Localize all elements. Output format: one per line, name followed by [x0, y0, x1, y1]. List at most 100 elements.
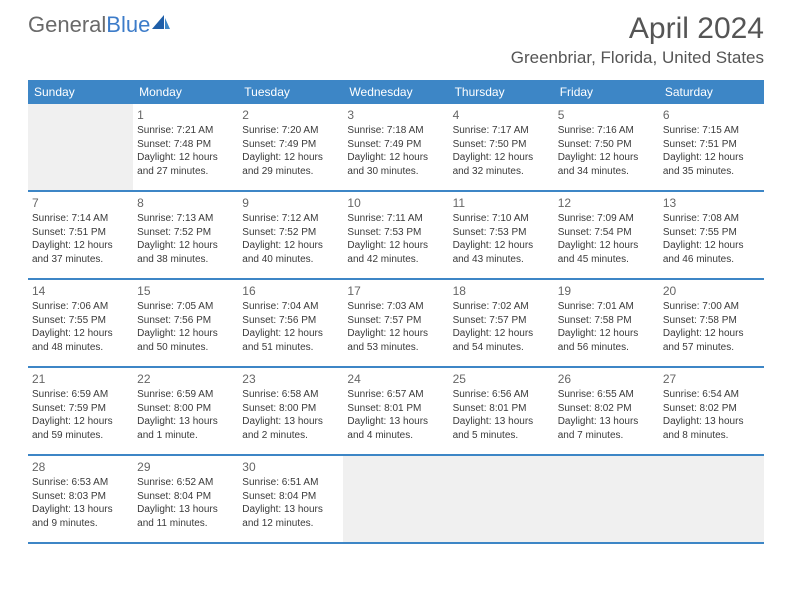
brand-general: General: [28, 12, 106, 38]
day-cell: 26Sunrise: 6:55 AMSunset: 8:02 PMDayligh…: [554, 368, 659, 454]
daylight-text: Daylight: 12 hours and 45 minutes.: [558, 239, 655, 266]
weekday-header: Monday: [133, 80, 238, 104]
sunset-text: Sunset: 8:00 PM: [242, 402, 339, 416]
day-number: 11: [453, 195, 550, 211]
sunset-text: Sunset: 7:58 PM: [663, 314, 760, 328]
day-cell: 2Sunrise: 7:20 AMSunset: 7:49 PMDaylight…: [238, 104, 343, 190]
month-title: April 2024: [511, 12, 764, 46]
sunrise-text: Sunrise: 7:14 AM: [32, 212, 129, 226]
daylight-text: Daylight: 12 hours and 54 minutes.: [453, 327, 550, 354]
location-label: Greenbriar, Florida, United States: [511, 48, 764, 68]
sunset-text: Sunset: 7:49 PM: [347, 138, 444, 152]
day-number: 16: [242, 283, 339, 299]
sunset-text: Sunset: 7:57 PM: [347, 314, 444, 328]
daylight-text: Daylight: 12 hours and 40 minutes.: [242, 239, 339, 266]
day-number: 2: [242, 107, 339, 123]
day-number: 4: [453, 107, 550, 123]
daylight-text: Daylight: 12 hours and 35 minutes.: [663, 151, 760, 178]
sunrise-text: Sunrise: 7:00 AM: [663, 300, 760, 314]
daylight-text: Daylight: 12 hours and 42 minutes.: [347, 239, 444, 266]
sunrise-text: Sunrise: 7:01 AM: [558, 300, 655, 314]
daylight-text: Daylight: 12 hours and 38 minutes.: [137, 239, 234, 266]
day-number: 6: [663, 107, 760, 123]
sunrise-text: Sunrise: 6:51 AM: [242, 476, 339, 490]
day-cell: 10Sunrise: 7:11 AMSunset: 7:53 PMDayligh…: [343, 192, 448, 278]
day-number: 8: [137, 195, 234, 211]
day-number: 22: [137, 371, 234, 387]
daylight-text: Daylight: 13 hours and 7 minutes.: [558, 415, 655, 442]
day-cell: 4Sunrise: 7:17 AMSunset: 7:50 PMDaylight…: [449, 104, 554, 190]
daylight-text: Daylight: 13 hours and 5 minutes.: [453, 415, 550, 442]
day-cell: 13Sunrise: 7:08 AMSunset: 7:55 PMDayligh…: [659, 192, 764, 278]
day-cell-empty: [659, 456, 764, 542]
sunrise-text: Sunrise: 6:59 AM: [32, 388, 129, 402]
sunset-text: Sunset: 7:50 PM: [453, 138, 550, 152]
calendar: SundayMondayTuesdayWednesdayThursdayFrid…: [28, 80, 764, 544]
sunset-text: Sunset: 7:50 PM: [558, 138, 655, 152]
daylight-text: Daylight: 12 hours and 46 minutes.: [663, 239, 760, 266]
day-cell: 3Sunrise: 7:18 AMSunset: 7:49 PMDaylight…: [343, 104, 448, 190]
sunrise-text: Sunrise: 7:16 AM: [558, 124, 655, 138]
sunrise-text: Sunrise: 6:53 AM: [32, 476, 129, 490]
sunset-text: Sunset: 7:49 PM: [242, 138, 339, 152]
day-number: 9: [242, 195, 339, 211]
daylight-text: Daylight: 12 hours and 32 minutes.: [453, 151, 550, 178]
sunset-text: Sunset: 7:55 PM: [663, 226, 760, 240]
week-row: 1Sunrise: 7:21 AMSunset: 7:48 PMDaylight…: [28, 104, 764, 192]
day-number: 28: [32, 459, 129, 475]
day-number: 18: [453, 283, 550, 299]
day-cell: 27Sunrise: 6:54 AMSunset: 8:02 PMDayligh…: [659, 368, 764, 454]
day-number: 26: [558, 371, 655, 387]
day-number: 24: [347, 371, 444, 387]
day-cell: 23Sunrise: 6:58 AMSunset: 8:00 PMDayligh…: [238, 368, 343, 454]
sunset-text: Sunset: 7:52 PM: [242, 226, 339, 240]
weekday-header: Tuesday: [238, 80, 343, 104]
day-cell: 6Sunrise: 7:15 AMSunset: 7:51 PMDaylight…: [659, 104, 764, 190]
sunrise-text: Sunrise: 6:56 AM: [453, 388, 550, 402]
sunrise-text: Sunrise: 7:11 AM: [347, 212, 444, 226]
sunset-text: Sunset: 7:56 PM: [242, 314, 339, 328]
day-cell: 8Sunrise: 7:13 AMSunset: 7:52 PMDaylight…: [133, 192, 238, 278]
day-cell-empty: [554, 456, 659, 542]
day-cell: 30Sunrise: 6:51 AMSunset: 8:04 PMDayligh…: [238, 456, 343, 542]
day-cell: 16Sunrise: 7:04 AMSunset: 7:56 PMDayligh…: [238, 280, 343, 366]
day-cell: 18Sunrise: 7:02 AMSunset: 7:57 PMDayligh…: [449, 280, 554, 366]
week-row: 14Sunrise: 7:06 AMSunset: 7:55 PMDayligh…: [28, 280, 764, 368]
sunset-text: Sunset: 7:55 PM: [32, 314, 129, 328]
day-number: 19: [558, 283, 655, 299]
daylight-text: Daylight: 12 hours and 59 minutes.: [32, 415, 129, 442]
day-cell: 20Sunrise: 7:00 AMSunset: 7:58 PMDayligh…: [659, 280, 764, 366]
daylight-text: Daylight: 12 hours and 37 minutes.: [32, 239, 129, 266]
daylight-text: Daylight: 12 hours and 48 minutes.: [32, 327, 129, 354]
daylight-text: Daylight: 13 hours and 2 minutes.: [242, 415, 339, 442]
sunrise-text: Sunrise: 7:04 AM: [242, 300, 339, 314]
sunset-text: Sunset: 7:53 PM: [453, 226, 550, 240]
brand-logo: GeneralBlue: [28, 12, 170, 38]
sunrise-text: Sunrise: 7:17 AM: [453, 124, 550, 138]
daylight-text: Daylight: 13 hours and 9 minutes.: [32, 503, 129, 530]
weekday-header: Saturday: [659, 80, 764, 104]
day-number: 20: [663, 283, 760, 299]
day-cell: 5Sunrise: 7:16 AMSunset: 7:50 PMDaylight…: [554, 104, 659, 190]
daylight-text: Daylight: 12 hours and 29 minutes.: [242, 151, 339, 178]
day-cell: 28Sunrise: 6:53 AMSunset: 8:03 PMDayligh…: [28, 456, 133, 542]
sunset-text: Sunset: 8:04 PM: [137, 490, 234, 504]
weekday-header: Sunday: [28, 80, 133, 104]
day-cell: 14Sunrise: 7:06 AMSunset: 7:55 PMDayligh…: [28, 280, 133, 366]
sunset-text: Sunset: 7:58 PM: [558, 314, 655, 328]
week-row: 21Sunrise: 6:59 AMSunset: 7:59 PMDayligh…: [28, 368, 764, 456]
day-number: 12: [558, 195, 655, 211]
sunset-text: Sunset: 8:02 PM: [558, 402, 655, 416]
day-number: 30: [242, 459, 339, 475]
sunrise-text: Sunrise: 6:52 AM: [137, 476, 234, 490]
sunrise-text: Sunrise: 7:03 AM: [347, 300, 444, 314]
sunrise-text: Sunrise: 7:20 AM: [242, 124, 339, 138]
weekday-header: Wednesday: [343, 80, 448, 104]
day-number: 7: [32, 195, 129, 211]
sunset-text: Sunset: 8:02 PM: [663, 402, 760, 416]
day-cell-empty: [343, 456, 448, 542]
day-cell: 25Sunrise: 6:56 AMSunset: 8:01 PMDayligh…: [449, 368, 554, 454]
sunrise-text: Sunrise: 7:12 AM: [242, 212, 339, 226]
sunrise-text: Sunrise: 7:02 AM: [453, 300, 550, 314]
sunrise-text: Sunrise: 7:06 AM: [32, 300, 129, 314]
